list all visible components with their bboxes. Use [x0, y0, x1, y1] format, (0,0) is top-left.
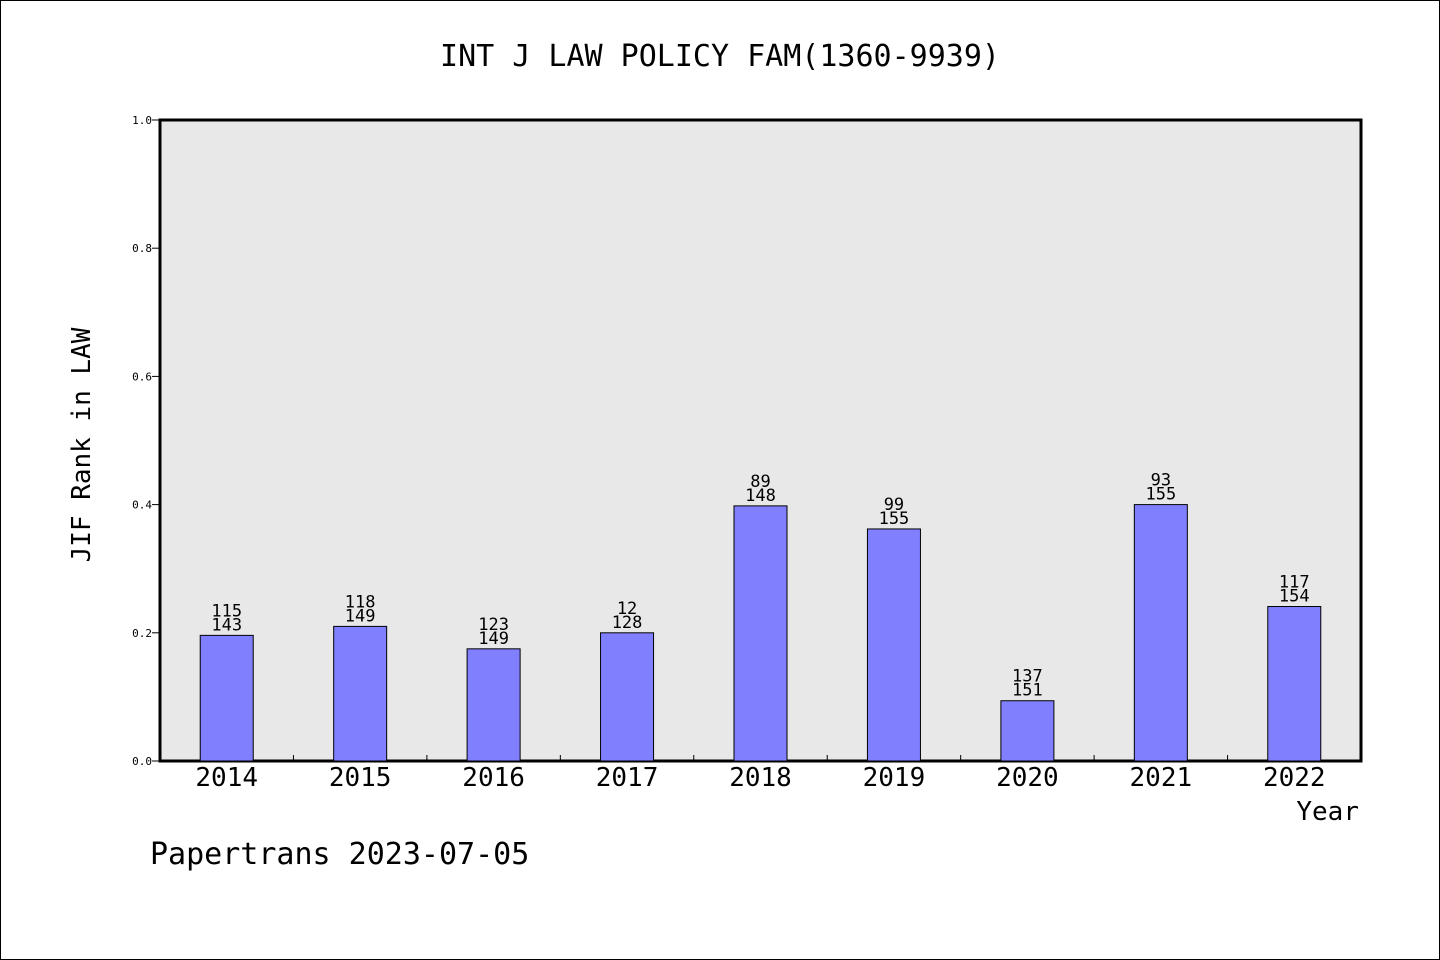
bar-2015	[333, 625, 388, 762]
bar-2019	[866, 528, 921, 762]
bar-rank-label: 115	[211, 601, 242, 621]
y-tick-label: 0.4	[132, 499, 152, 512]
y-axis: 0.0 0.2 0.4 0.6 0.8 1.0	[132, 114, 160, 768]
bar-rank-label: 12	[617, 599, 637, 619]
bar-total-label: 149	[478, 629, 509, 649]
footer-text: Papertrans 2023-07-05	[150, 837, 529, 872]
bar-2017	[600, 632, 655, 762]
bar-2020	[1000, 700, 1055, 762]
x-tick-label: 2015	[329, 763, 392, 793]
bar-2022	[1267, 606, 1322, 762]
bar-rank-label: 93	[1151, 471, 1171, 491]
bar-total-label: 155	[1145, 485, 1176, 505]
x-tick-label: 2016	[462, 763, 525, 793]
y-axis-label: JIF Rank in LAW	[67, 327, 97, 562]
y-tick-label: 0.8	[132, 242, 152, 255]
y-tick-label: 0.2	[132, 627, 152, 640]
bar-2014	[199, 634, 254, 762]
bar-rank-label: 123	[478, 615, 509, 635]
bar-2021	[1133, 504, 1188, 762]
x-axis-label: Year	[1296, 797, 1359, 827]
bar-rank-label: 118	[345, 592, 376, 612]
x-tick-label: 2017	[596, 763, 659, 793]
bar-rank-label: 137	[1012, 667, 1043, 687]
bar-total-label: 143	[211, 615, 242, 635]
chart-title: INT J LAW POLICY FAM(1360-9939)	[440, 39, 1000, 74]
y-tick-label: 0.6	[132, 370, 152, 383]
bar-2018	[733, 505, 788, 762]
y-tick-label: 0.0	[132, 755, 152, 768]
x-tick-label: 2019	[863, 763, 926, 793]
bar-total-label: 154	[1279, 587, 1310, 607]
x-axis: 2014 2015 2016 2017 2018 2019 2020 2021 2022	[195, 755, 1326, 793]
y-tick-label: 1.0	[132, 114, 152, 127]
bar-total-label: 155	[879, 509, 910, 529]
x-tick-label: 2014	[195, 763, 258, 793]
x-tick-label: 2021	[1130, 763, 1193, 793]
bar-rank-label: 89	[750, 472, 770, 492]
bar-rank-label: 99	[884, 495, 904, 515]
x-tick-label: 2022	[1263, 763, 1326, 793]
bar-total-label: 149	[345, 606, 376, 626]
bar-total-label: 128	[612, 613, 643, 633]
x-tick-label: 2018	[729, 763, 792, 793]
x-tick-label: 2020	[996, 763, 1059, 793]
bar-rank-label: 117	[1279, 573, 1310, 593]
bar-total-label: 151	[1012, 681, 1043, 701]
bar-total-label: 148	[745, 486, 776, 506]
bar-2016	[466, 648, 521, 762]
